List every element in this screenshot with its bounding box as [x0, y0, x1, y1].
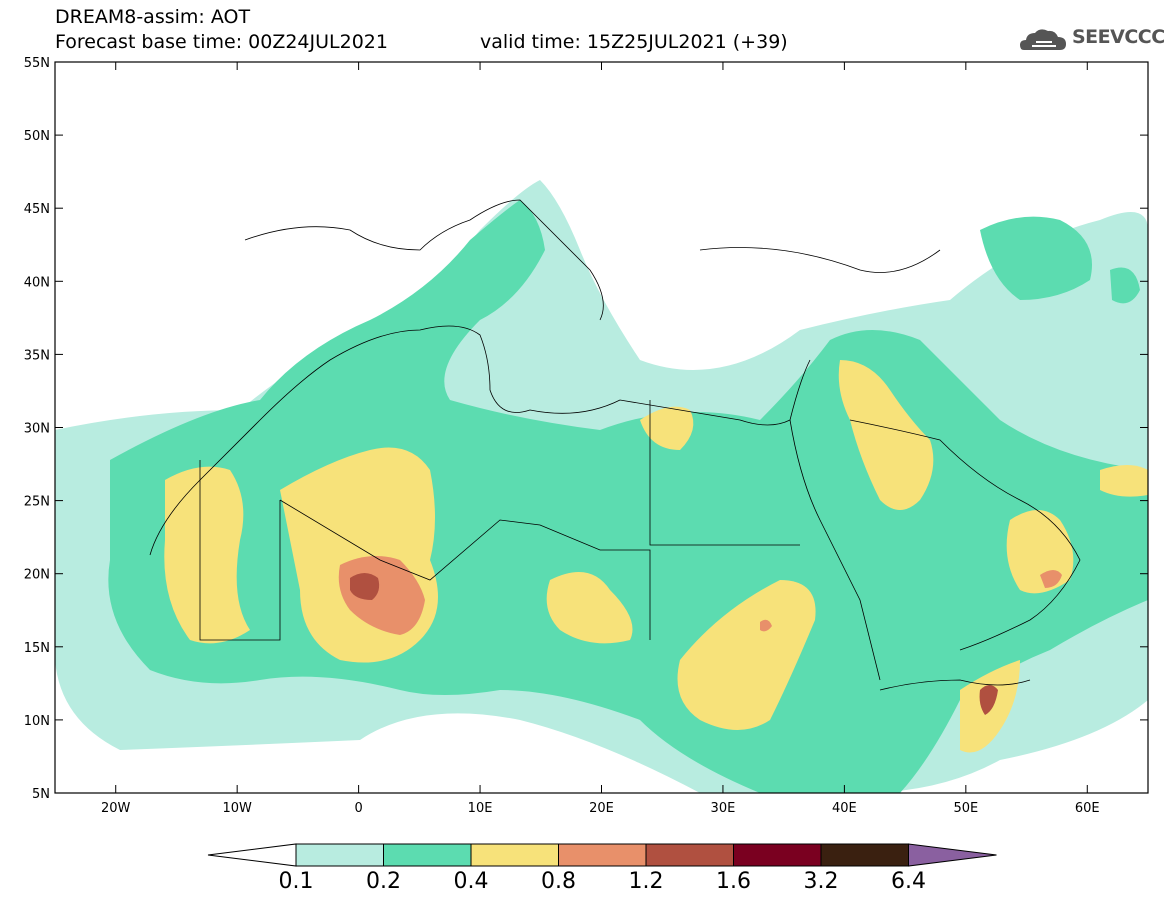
lon-tick-label: 40E — [832, 801, 857, 816]
lat-tick-label: 5N — [32, 787, 50, 802]
lat-tick-label: 35N — [24, 348, 50, 363]
logo-text: SEEVCCC — [1072, 26, 1165, 48]
colorbar-label: 0.1 — [278, 869, 314, 894]
latitude-axis: 55N 50N 45N 40N 35N 30N 25N 20N 15N 10N 5N — [24, 56, 1148, 802]
colorbar-label: 1.2 — [628, 869, 664, 894]
colorbar-label: 0.8 — [541, 869, 576, 894]
title-line-1: DREAM8-assim: AOT — [55, 6, 251, 28]
colorbar-cell — [645, 843, 734, 867]
colorbar-label: 0.4 — [453, 869, 489, 894]
lat-tick-label: 10N — [24, 714, 50, 729]
lat-tick-label: 55N — [24, 56, 50, 71]
colorbar-cell — [733, 843, 822, 867]
colorbar-cell — [820, 843, 909, 867]
colorbar-cell — [295, 843, 384, 867]
lon-tick-label: 10W — [222, 801, 252, 816]
valid-time: valid time: 15Z25JUL2021 (+39) — [480, 31, 788, 53]
lon-tick-label: 30E — [711, 801, 736, 816]
colorbar-min-arrow — [207, 843, 297, 867]
colorbar-label: 1.6 — [716, 869, 751, 894]
colorbar-cell — [558, 843, 647, 867]
lon-tick-label: 20E — [589, 801, 614, 816]
colorbar-max-arrow — [908, 843, 997, 867]
lat-tick-label: 15N — [24, 641, 50, 656]
lat-tick-label: 45N — [24, 202, 50, 217]
lat-tick-label: 25N — [24, 495, 50, 510]
cloud-icon — [1020, 29, 1066, 50]
lat-tick-label: 20N — [24, 568, 50, 583]
lon-tick-label: 50E — [953, 801, 978, 816]
colorbar-cell — [383, 843, 472, 867]
colorbar-label: 3.2 — [803, 869, 839, 894]
colorbar-cell — [470, 843, 559, 867]
colorbar-label: 0.2 — [366, 869, 401, 894]
lon-tick-label: 20W — [101, 801, 131, 816]
lat-tick-label: 50N — [24, 129, 50, 144]
aot-field — [55, 62, 1148, 793]
lon-tick-label: 0 — [354, 801, 362, 816]
lat-tick-label: 30N — [24, 422, 50, 437]
colorbar-label: 6.4 — [891, 869, 926, 894]
longitude-axis: 20W 10W 0 10E 20E 30E 40E 50E 60E — [101, 62, 1100, 816]
forecast-base-time: Forecast base time: 00Z24JUL2021 — [55, 31, 388, 53]
lon-tick-label: 60E — [1075, 801, 1100, 816]
coastlines — [149, 199, 1081, 691]
lon-tick-label: 10E — [468, 801, 493, 816]
lat-tick-label: 40N — [24, 275, 50, 290]
